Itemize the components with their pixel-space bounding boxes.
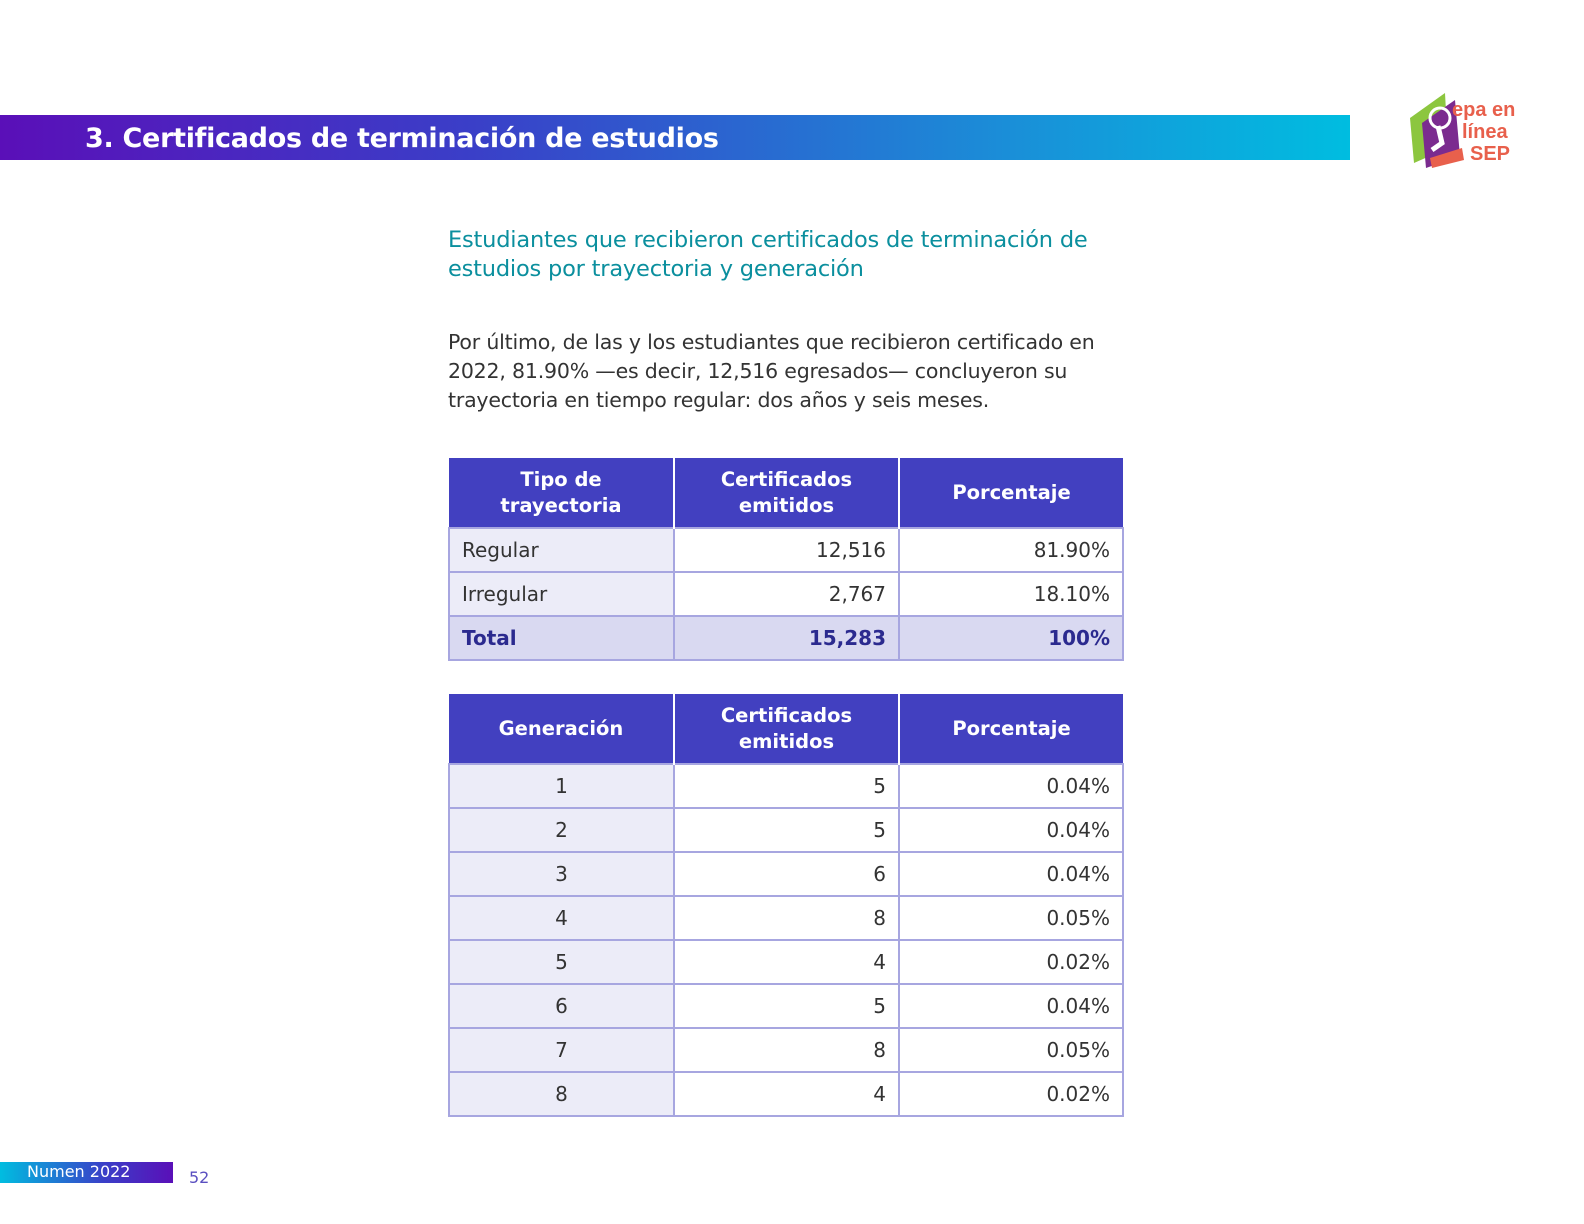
cell-certificados: 5: [673, 983, 900, 1029]
cell-generacion: 8: [448, 1071, 675, 1117]
cell-certificados: 4: [673, 939, 900, 985]
header-generacion: Generación: [449, 694, 674, 764]
cell-certificados: 12,516: [673, 527, 900, 573]
cell-certificados: 2,767: [673, 571, 900, 617]
prepa-en-linea-logo: epa en línea SEP: [1400, 88, 1520, 173]
cell-tipo: Regular: [448, 527, 675, 573]
table-row: 5 4 0.02%: [448, 939, 1124, 985]
generation-table: Generación Certificados emitidos Porcent…: [448, 694, 1124, 1117]
table-row: 1 5 0.04%: [448, 763, 1124, 809]
header-certificados: Certificados emitidos: [673, 458, 899, 528]
section-title: 3. Certificados de terminación de estudi…: [85, 123, 719, 154]
cell-certificados: 8: [673, 1027, 900, 1073]
cell-generacion: 6: [448, 983, 675, 1029]
cell-certificados: 6: [673, 851, 900, 897]
cell-porcentaje: 0.04%: [898, 763, 1124, 809]
header-porcentaje: Porcentaje: [898, 458, 1123, 528]
table-row: 6 5 0.04%: [448, 983, 1124, 1029]
table-row: 3 6 0.04%: [448, 851, 1124, 897]
cell-generacion: 2: [448, 807, 675, 853]
cell-total-certificados: 15,283: [673, 615, 900, 661]
cell-certificados: 4: [673, 1071, 900, 1117]
table-subtitle: Estudiantes que recibieron certificados …: [448, 227, 1088, 282]
table-row: 8 4 0.02%: [448, 1071, 1124, 1117]
cell-generacion: 7: [448, 1027, 675, 1073]
cell-certificados: 5: [673, 807, 900, 853]
table-row: 7 8 0.05%: [448, 1027, 1124, 1073]
table-row: 4 8 0.05%: [448, 895, 1124, 941]
cell-total-label: Total: [448, 615, 675, 661]
cell-porcentaje: 0.04%: [898, 983, 1124, 1029]
cell-porcentaje: 81.90%: [898, 527, 1124, 573]
table-header-row: Generación Certificados emitidos Porcent…: [449, 694, 1123, 764]
cell-certificados: 5: [673, 763, 900, 809]
cell-porcentaje: 0.02%: [898, 1071, 1124, 1117]
table-row: 2 5 0.04%: [448, 807, 1124, 853]
cell-porcentaje: 0.05%: [898, 1027, 1124, 1073]
cell-generacion: 4: [448, 895, 675, 941]
cell-total-porcentaje: 100%: [898, 615, 1124, 661]
cell-generacion: 1: [448, 763, 675, 809]
cell-generacion: 3: [448, 851, 675, 897]
footer-publication-bar: Numen 2022: [0, 1162, 173, 1183]
svg-text:epa en: epa en: [1452, 99, 1515, 121]
body-paragraph: Por último, de las y los estudiantes que…: [448, 330, 1095, 412]
trajectory-table: Tipo de trayectoria Certificados emitido…: [448, 458, 1124, 661]
cell-tipo: Irregular: [448, 571, 675, 617]
header-tipo: Tipo de trayectoria: [449, 458, 674, 528]
cell-generacion: 5: [448, 939, 675, 985]
cell-certificados: 8: [673, 895, 900, 941]
cell-porcentaje: 0.04%: [898, 851, 1124, 897]
header-certificados: Certificados emitidos: [673, 694, 899, 764]
table-row: Regular 12,516 81.90%: [448, 527, 1124, 573]
cell-porcentaje: 0.05%: [898, 895, 1124, 941]
page-number: 52: [189, 1168, 210, 1187]
section-banner: 3. Certificados de terminación de estudi…: [0, 115, 1350, 160]
table-row: Irregular 2,767 18.10%: [448, 571, 1124, 617]
cell-porcentaje: 0.02%: [898, 939, 1124, 985]
svg-text:línea: línea: [1462, 121, 1508, 143]
total-row: Total 15,283 100%: [448, 615, 1124, 661]
header-porcentaje: Porcentaje: [898, 694, 1123, 764]
cell-porcentaje: 18.10%: [898, 571, 1124, 617]
table-header-row: Tipo de trayectoria Certificados emitido…: [449, 458, 1123, 528]
svg-text:SEP: SEP: [1470, 143, 1510, 165]
cell-porcentaje: 0.04%: [898, 807, 1124, 853]
footer-publication: Numen 2022: [27, 1162, 131, 1181]
